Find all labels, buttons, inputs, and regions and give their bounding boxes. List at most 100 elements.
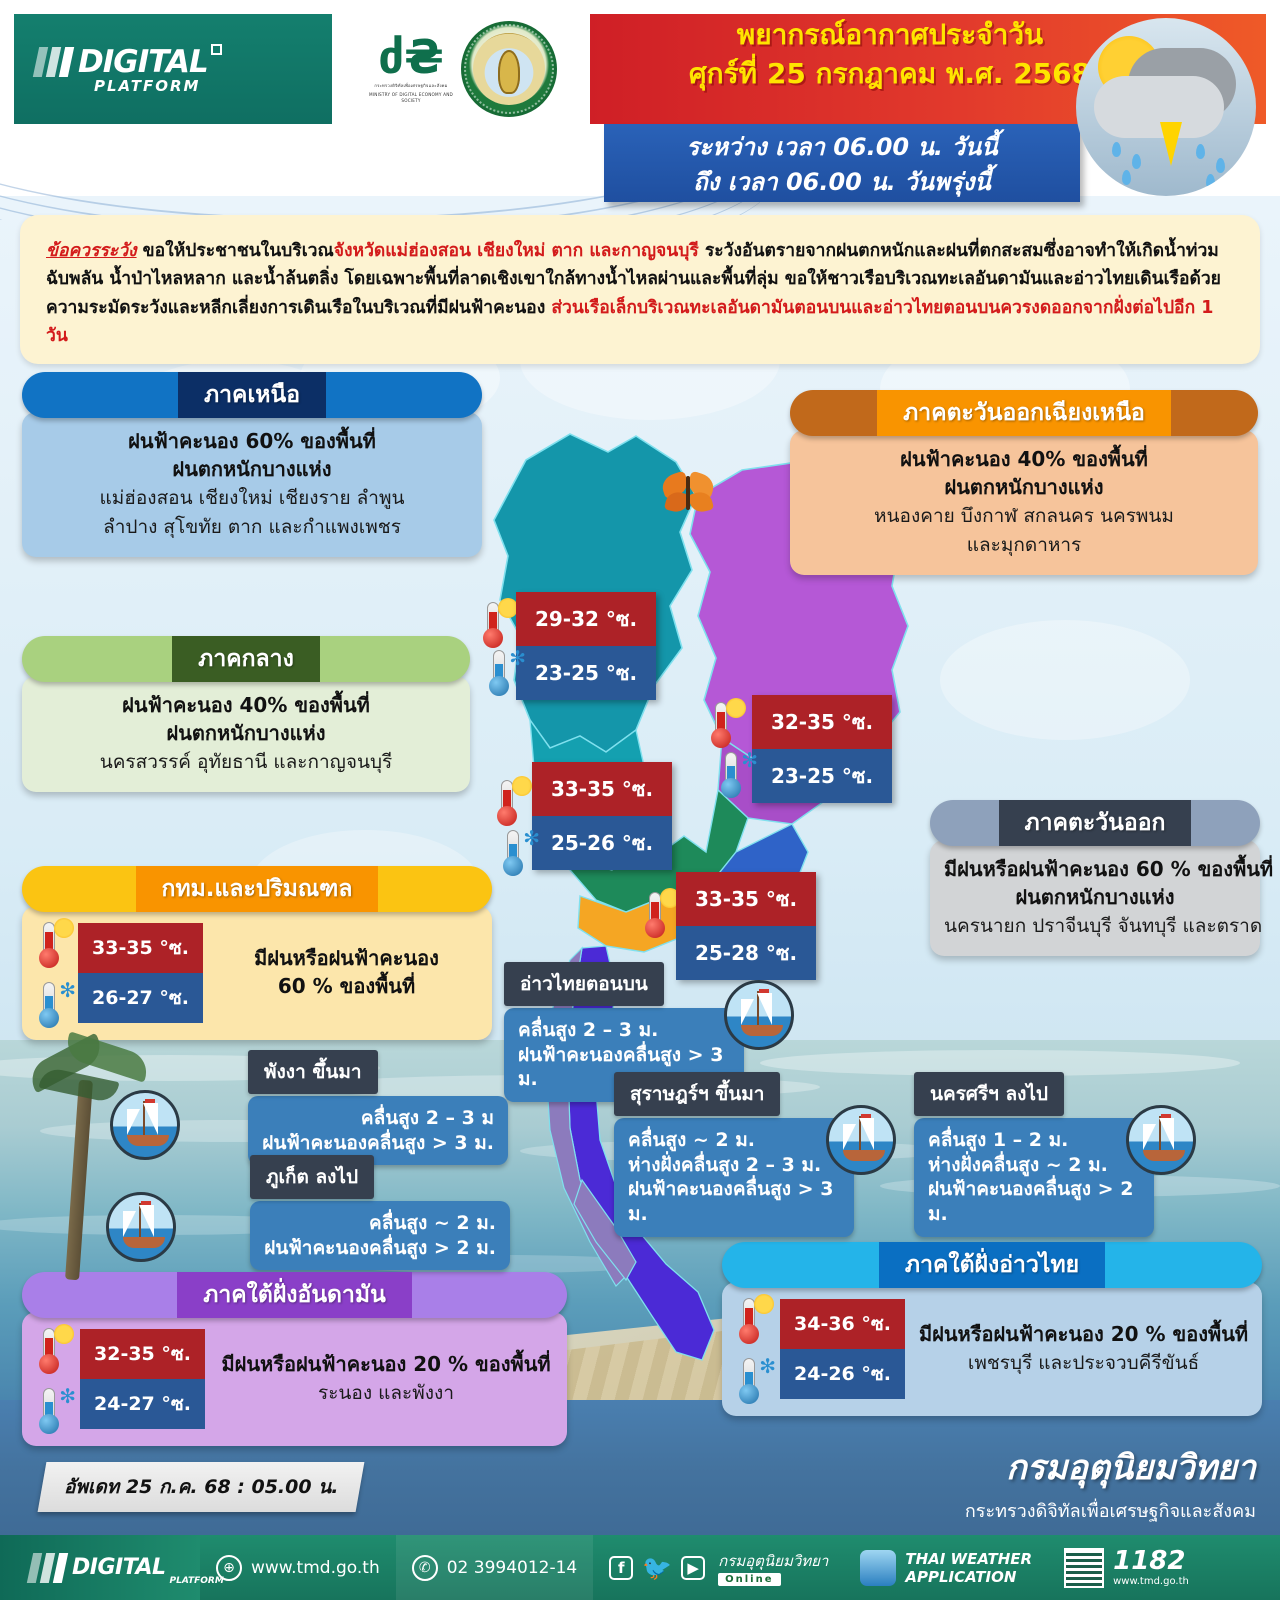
temp-high-andaman: 32-35 °ซ. <box>80 1329 205 1379</box>
update-text: อัพเดท 25 ก.ค. 68 : 05.00 น. <box>64 1476 339 1498</box>
region-card-gulf-south: ภาคใต้ฝั่งอ่าวไทย ✻ 34-36 °ซ. 24-26 °ซ. … <box>722 1242 1262 1416</box>
gulf-south-text-block: มีฝนหรือฝนฟ้าคะนอง 20 % ของพื้นที่ เพชรบ… <box>917 1321 1250 1378</box>
marine-label-surat: สุราษฎร์ฯ ขึ้นมา <box>614 1072 781 1116</box>
warning-panel: ข้อควรระวัง ขอให้ประชาชนในบริเวณจังหวัดแ… <box>20 215 1260 365</box>
marine-body-surat: คลื่นสูง ~ 2 ม. ห่างฝั่งคลื่นสูง 2 – 3 ม… <box>614 1118 854 1237</box>
region-pill-central: ภาคกลาง <box>22 636 470 682</box>
region-highlight1-gulf-south: มีฝนหรือฝนฟ้าคะนอง 20 % ของพื้นที่ <box>918 1321 1249 1346</box>
thermometer-column-bangkok: ✻ <box>34 918 76 1028</box>
marine-card-phuket: ภูเก็ต ลงไป คลื่นสูง ~ 2 ม. ฝนฟ้าคะนองคล… <box>250 1155 510 1271</box>
temp-low-andaman: 24-27 °ซ. <box>80 1379 205 1429</box>
ministry-line1: กระทรวงดิจิทัลเพื่อเศรษฐกิจและสังคม <box>374 83 448 89</box>
forecast-title: พยากรณ์อากาศประจำวัน ศุกร์ที่ 25 กรกฎาคม… <box>590 16 1190 93</box>
temp-low-north: 23-25 °ซ. <box>516 646 656 700</box>
region-highlight1-east: มีฝนหรือฝนฟ้าคะนอง 60 % ของพื้นที่ <box>944 857 1274 881</box>
marine-card-nakhon-si: นครศรีฯ ลงไป คลื่นสูง 1 – 2 ม. ห่างฝั่งค… <box>914 1072 1154 1237</box>
sailboat-icon-surat <box>826 1105 896 1175</box>
square-icon <box>210 43 222 55</box>
hotline-sub: www.tmd.go.th <box>1113 1575 1189 1587</box>
thermometer-cold-icon: ✻ <box>734 1356 776 1404</box>
temp-low-northeast: 23-25 °ซ. <box>752 749 892 803</box>
region-pill-east: ภาคตะวันออก <box>930 800 1260 846</box>
forecast-period: ระหว่าง เวลา 06.00 น. วันนี้ ถึง เวลา 06… <box>604 130 1080 200</box>
region-card-andaman: ภาคใต้ฝั่งอันดามัน ✻ 32-35 °ซ. 24-27 °ซ.… <box>22 1272 567 1446</box>
temp-high-gulf-south: 34-36 °ซ. <box>780 1299 905 1349</box>
map-temp-chip-northeast: 32-35 °ซ. 23-25 °ซ. <box>752 695 892 803</box>
marine-line-1: คลื่นสูง 2 – 3 ม <box>360 1107 494 1129</box>
temp-low-gulf-south: 24-26 °ซ. <box>780 1349 905 1399</box>
thermometer-hot-sun-icon-north <box>478 598 518 648</box>
footer-app[interactable]: THAI WEATHER APPLICATION <box>844 1549 1048 1586</box>
update-timestamp-badge: อัพเดท 25 ก.ค. 68 : 05.00 น. <box>37 1462 365 1512</box>
temp-stack-bangkok: 33-35 °ซ. 26-27 °ซ. <box>78 923 203 1023</box>
thermometer-cold-icon: ✻ <box>34 980 76 1028</box>
website-text: www.tmd.go.th <box>251 1557 380 1578</box>
qr-code-icon <box>1064 1547 1105 1588</box>
facebook-icon[interactable]: f <box>609 1555 634 1580</box>
thermometer-cold-icon-northeast: ✻ <box>716 750 758 798</box>
thermometer-hot-sun-icon-east <box>640 888 680 938</box>
region-body-east: มีฝนหรือฝนฟ้าคะนอง 60 % ของพื้นที่ ฝนตกห… <box>930 840 1274 957</box>
footer-phone[interactable]: ✆ 02 3994012-14 <box>395 1535 594 1600</box>
brand-word: DIGITAL <box>78 43 209 80</box>
marine-body-nakhon-si: คลื่นสูง 1 – 2 ม. ห่างฝั่งคลื่นสูง ~ 2 ม… <box>914 1118 1154 1237</box>
subtitle-line1: ระหว่าง เวลา 06.00 น. วันนี้ <box>686 133 998 161</box>
sailboat-icon-upper-gulf <box>724 980 794 1050</box>
org-name: กรมอุตุนิยมวิทยา <box>1006 1448 1256 1488</box>
marine-label-phuket: ภูเก็ต ลงไป <box>250 1155 375 1199</box>
marine-label-phang-nga: พังงา ขึ้นมา <box>248 1050 378 1094</box>
region-card-central: ภาคกลาง ฝนฟ้าคะนอง 40% ของพื้นที่ ฝนตกหน… <box>22 636 470 793</box>
region-highlight2-bangkok: 60 % ของพื้นที่ <box>277 974 416 998</box>
marine-card-surat: สุราษฎร์ฯ ขึ้นมา คลื่นสูง ~ 2 ม. ห่างฝั่… <box>614 1072 854 1237</box>
region-body-northeast: ฝนฟ้าคะนอง 40% ของพื้นที่ ฝนตกหนักบางแห่… <box>790 430 1258 576</box>
brand-sub: PLATFORM <box>94 76 201 95</box>
temp-low-bangkok: 26-27 °ซ. <box>78 973 203 1023</box>
thermometer-cold-icon-central: ✻ <box>498 828 540 876</box>
youtube-icon[interactable]: ▶ <box>681 1555 706 1580</box>
butterfly-icon <box>659 470 720 520</box>
marine-line-2: ห่างฝั่งคลื่นสูง 2 – 3 ม. <box>628 1153 822 1176</box>
thermometer-hot-sun-icon-central <box>492 776 532 826</box>
region-highlight2-northeast: ฝนตกหนักบางแห่ง <box>944 474 1104 499</box>
bars-icon <box>32 46 75 77</box>
moes-mark-icon: ძ₴ <box>378 30 444 85</box>
footer-social[interactable]: f 🐦 ▶ กรมอุตุนิยมวิทยา Online <box>593 1549 844 1586</box>
region-provinces1-northeast: หนองคาย บึงกาฬ สกลนคร นครพนม <box>874 505 1174 528</box>
andaman-text-block: มีฝนหรือฝนฟ้าคะนอง 20 % ของพื้นที่ ระนอง… <box>217 1351 555 1408</box>
warning-text-2: ระวังอันตรายจากฝนตกหนักและฝนที่ตกสะสมซึ่… <box>46 241 1221 318</box>
marine-card-phang-nga: พังงา ขึ้นมา คลื่นสูง 2 – 3 ม ฝนฟ้าคะนอง… <box>248 1050 508 1166</box>
region-provinces1-east: นครนายก ปราจีนบุรี จันทบุรี และตราด <box>944 915 1263 938</box>
map-temp-chip-north: 29-32 °ซ. 23-25 °ซ. <box>516 592 656 700</box>
marine-line-1: คลื่นสูง 2 – 3 ม. <box>518 1019 659 1041</box>
region-title-bangkok: กทม.และปริมณฑล <box>135 866 379 912</box>
marine-body-phang-nga: คลื่นสูง 2 – 3 ม ฝนฟ้าคะนองคลื่นสูง > 3 … <box>248 1096 508 1166</box>
region-title-andaman: ภาคใต้ฝั่งอันดามัน <box>177 1272 412 1318</box>
marine-line-2: ฝนฟ้าคะนองคลื่นสูง > 3 ม. <box>262 1131 494 1154</box>
marine-line-2: ห่างฝั่งคลื่นสูง ~ 2 ม. <box>928 1153 1108 1176</box>
palm-tree-decoration <box>20 1031 160 1281</box>
thermometer-hot-sun-icon-northeast <box>706 698 746 748</box>
agency-logos-block: ძ₴ กระทรวงดิจิทัลเพื่อเศรษฐกิจและสังคม M… <box>332 14 590 124</box>
marine-body-phuket: คลื่นสูง ~ 2 ม. ฝนฟ้าคะนองคลื่นสูง > 2 ม… <box>250 1201 510 1271</box>
phone-text: 02 3994012-14 <box>446 1557 578 1578</box>
marine-line-2: ฝนฟ้าคะนองคลื่นสูง > 3 ม. <box>518 1043 724 1091</box>
temp-high-north: 29-32 °ซ. <box>516 592 656 646</box>
temp-high-central: 33-35 °ซ. <box>532 762 672 816</box>
warning-emph-2: ส่วนเรือเล็กบริเวณทะเลอันดามันตอนบนและอ่… <box>46 297 1214 347</box>
footer-brand-logo: DIGITAL PLATFORM <box>0 1535 224 1600</box>
sailboat-icon-nakhon-si <box>1126 1105 1196 1175</box>
subtitle-banner <box>604 124 1080 202</box>
social-sub: Online <box>718 1573 781 1586</box>
region-provinces1-central: นครสวรรค์ อุทัยธานี และกาญจนบุรี <box>99 751 393 774</box>
region-highlight1-andaman: มีฝนหรือฝนฟ้าคะนอง 20 % ของพื้นที่ <box>221 1351 551 1376</box>
title-line1: พยากรณ์อากาศประจำวัน <box>736 18 1044 51</box>
footer-hotline[interactable]: 1182 www.tmd.go.th <box>1048 1547 1205 1588</box>
app-line1: THAI WEATHER <box>905 1549 1033 1568</box>
thermometer-cold-icon-north: ✻ <box>484 648 526 696</box>
region-body-central: ฝนฟ้าคะนอง 40% ของพื้นที่ ฝนตกหนักบางแห่… <box>22 676 470 793</box>
thermometer-hot-icon <box>734 1294 774 1344</box>
twitter-icon[interactable]: 🐦 <box>642 1553 673 1582</box>
region-body-bangkok: ✻ 33-35 °ซ. 26-27 °ซ. มีฝนหรือฝนฟ้าคะนอง… <box>22 906 492 1040</box>
region-title-northeast: ภาคตะวันออกเฉียงเหนือ <box>877 390 1171 436</box>
footer-website[interactable]: ⊕ www.tmd.go.th <box>200 1554 396 1581</box>
